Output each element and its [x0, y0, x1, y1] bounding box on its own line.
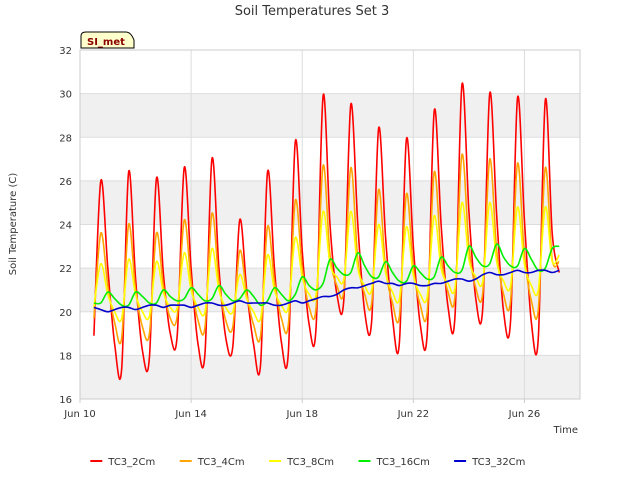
chart-title: Soil Temperatures Set 3	[235, 4, 390, 19]
y-tick-label: 22	[59, 264, 72, 275]
y-tick-label: 24	[59, 221, 72, 232]
series-line-tc3-32cm	[93, 269, 560, 313]
legend-item-tc3-16cm: TC3_16Cm	[358, 457, 430, 468]
y-axis-ticks: 16 18 20 22 24 26 28 30 32	[59, 46, 72, 406]
series-layer	[93, 82, 560, 380]
x-axis-ticks: Jun 10 Jun 14 Jun 18 Jun 22 Jun 26	[63, 399, 540, 420]
x-tick-label: Jun 18	[285, 409, 318, 420]
y-tick-label: 18	[59, 351, 72, 362]
plot-frame	[79, 49, 581, 400]
legend: TC3_2Cm TC3_4Cm TC3_8Cm TC3_16Cm TC3_32Cm	[90, 457, 525, 468]
plot-band	[80, 93, 580, 138]
series-line-tc3-16cm	[93, 243, 560, 308]
legend-label: TC3_8Cm	[286, 457, 334, 468]
legend-item-tc3-8cm: TC3_8Cm	[269, 457, 334, 468]
plot-band	[80, 355, 580, 399]
legend-label: TC3_32Cm	[471, 457, 525, 468]
x-tick-label: Jun 22	[397, 409, 430, 420]
y-tick-label: 16	[59, 395, 72, 406]
y-tick-label: 28	[59, 133, 72, 144]
site-badge-label: SI_met	[87, 37, 125, 48]
plot-bands	[80, 93, 580, 399]
y-tick-label: 30	[59, 90, 72, 101]
x-tick-label: Jun 26	[508, 409, 541, 420]
y-axis-title: Soil Temperature (C)	[8, 173, 19, 276]
site-badge-box	[80, 31, 135, 49]
site-badge: SI_met	[80, 31, 135, 49]
y-tick-label: 32	[59, 46, 72, 57]
x-tick-label: Jun 14	[174, 409, 207, 420]
series-line-tc3-8cm	[93, 201, 560, 323]
y-tick-label: 26	[59, 177, 72, 188]
x-axis-title: Time	[553, 425, 578, 436]
legend-item-tc3-32cm: TC3_32Cm	[454, 457, 525, 468]
legend-label: TC3_4Cm	[197, 457, 245, 468]
legend-label: TC3_16Cm	[376, 457, 430, 468]
y-tick-label: 20	[59, 308, 72, 319]
legend-label: TC3_2Cm	[107, 457, 155, 468]
x-tick-label: Jun 10	[63, 409, 96, 420]
legend-item-tc3-2cm: TC3_2Cm	[90, 457, 155, 468]
legend-item-tc3-4cm: TC3_4Cm	[179, 457, 245, 468]
